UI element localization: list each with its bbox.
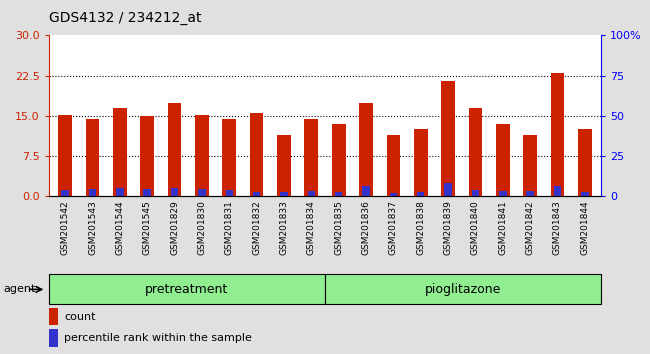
Text: pretreatment: pretreatment bbox=[145, 283, 229, 296]
Text: GSM201835: GSM201835 bbox=[334, 200, 343, 255]
Bar bbox=[226, 190, 233, 196]
Text: GSM201838: GSM201838 bbox=[416, 200, 425, 255]
Text: GSM201829: GSM201829 bbox=[170, 200, 179, 255]
Text: GSM201544: GSM201544 bbox=[115, 200, 124, 255]
Text: GSM201836: GSM201836 bbox=[361, 200, 370, 255]
Text: GSM201844: GSM201844 bbox=[580, 200, 590, 255]
Bar bbox=[49, 274, 325, 304]
Bar bbox=[387, 135, 400, 196]
Bar bbox=[113, 108, 127, 196]
Bar bbox=[307, 191, 315, 196]
Text: GSM201833: GSM201833 bbox=[280, 200, 289, 255]
Bar bbox=[61, 190, 69, 196]
Text: GSM201542: GSM201542 bbox=[60, 200, 70, 255]
Text: GSM201843: GSM201843 bbox=[553, 200, 562, 255]
Bar bbox=[198, 189, 205, 196]
Bar bbox=[332, 124, 346, 196]
Text: count: count bbox=[64, 312, 96, 322]
Bar bbox=[325, 274, 601, 304]
Bar bbox=[581, 192, 589, 196]
Bar bbox=[253, 192, 261, 196]
Bar bbox=[523, 135, 537, 196]
Text: percentile rank within the sample: percentile rank within the sample bbox=[64, 333, 252, 343]
Bar bbox=[144, 189, 151, 196]
Text: GSM201831: GSM201831 bbox=[225, 200, 234, 255]
Bar bbox=[359, 103, 373, 196]
Text: GSM201840: GSM201840 bbox=[471, 200, 480, 255]
Bar bbox=[58, 115, 72, 196]
Bar bbox=[526, 190, 534, 196]
Bar bbox=[551, 73, 564, 196]
Bar bbox=[335, 192, 343, 196]
Bar bbox=[277, 135, 291, 196]
Bar bbox=[554, 186, 561, 196]
Bar bbox=[86, 119, 99, 196]
Text: GSM201545: GSM201545 bbox=[143, 200, 151, 255]
Bar bbox=[195, 115, 209, 196]
Bar bbox=[578, 129, 592, 196]
Text: GSM201839: GSM201839 bbox=[443, 200, 452, 255]
Bar bbox=[469, 108, 482, 196]
Bar bbox=[280, 192, 288, 196]
Bar bbox=[168, 103, 181, 196]
Bar bbox=[116, 188, 124, 196]
Text: GSM201832: GSM201832 bbox=[252, 200, 261, 255]
Bar bbox=[362, 186, 370, 196]
Bar bbox=[441, 81, 455, 196]
Text: GSM201842: GSM201842 bbox=[526, 200, 535, 255]
Text: GSM201543: GSM201543 bbox=[88, 200, 97, 255]
Text: GSM201830: GSM201830 bbox=[198, 200, 207, 255]
Bar bbox=[171, 188, 178, 196]
Bar bbox=[417, 192, 424, 196]
Text: agent: agent bbox=[3, 284, 36, 295]
Bar bbox=[250, 113, 263, 196]
Bar bbox=[496, 124, 510, 196]
Text: pioglitazone: pioglitazone bbox=[425, 283, 501, 296]
Bar bbox=[304, 119, 318, 196]
Bar bbox=[49, 329, 58, 347]
Text: GSM201837: GSM201837 bbox=[389, 200, 398, 255]
Text: GDS4132 / 234212_at: GDS4132 / 234212_at bbox=[49, 11, 202, 25]
Bar bbox=[414, 129, 428, 196]
Bar bbox=[499, 191, 506, 196]
Bar bbox=[472, 190, 479, 196]
Bar bbox=[445, 183, 452, 196]
Bar bbox=[89, 189, 96, 196]
Bar bbox=[222, 119, 236, 196]
Text: GSM201834: GSM201834 bbox=[307, 200, 316, 255]
Text: GSM201841: GSM201841 bbox=[499, 200, 507, 255]
Bar bbox=[140, 116, 154, 196]
Bar bbox=[389, 193, 397, 196]
Bar bbox=[49, 308, 58, 325]
